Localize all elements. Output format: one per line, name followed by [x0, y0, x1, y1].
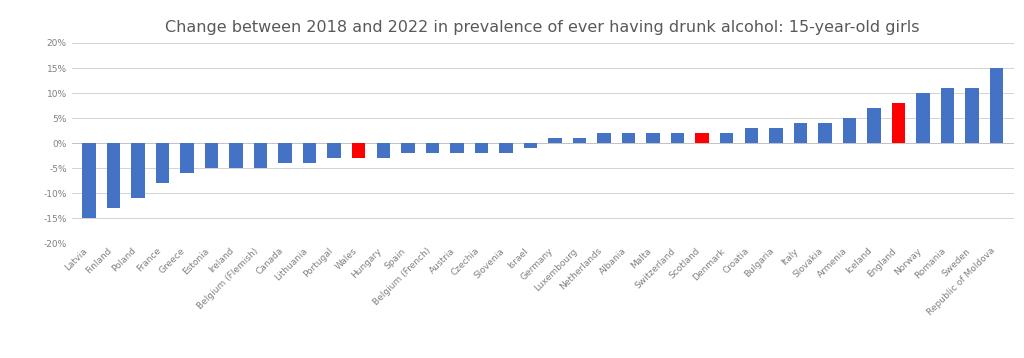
Bar — [548, 138, 562, 143]
Bar — [523, 143, 538, 148]
Bar — [279, 143, 292, 163]
Bar — [131, 143, 144, 198]
Bar — [843, 118, 856, 143]
Bar — [744, 128, 758, 143]
Bar — [401, 143, 415, 153]
Bar — [916, 93, 930, 143]
Bar — [622, 133, 635, 143]
Bar — [328, 143, 341, 158]
Bar — [377, 143, 390, 158]
Bar — [892, 103, 905, 143]
Bar — [769, 128, 782, 143]
Bar — [990, 68, 1004, 143]
Bar — [966, 88, 979, 143]
Bar — [572, 138, 587, 143]
Bar — [867, 108, 881, 143]
Bar — [451, 143, 464, 153]
Bar — [475, 143, 488, 153]
Bar — [180, 143, 194, 173]
Bar — [671, 133, 684, 143]
Bar — [82, 143, 95, 218]
Bar — [156, 143, 169, 183]
Bar — [229, 143, 243, 168]
Bar — [818, 123, 831, 143]
Bar — [352, 143, 366, 158]
Bar — [426, 143, 439, 153]
Bar — [597, 133, 610, 143]
Bar — [303, 143, 316, 163]
Bar — [794, 123, 807, 143]
Bar — [254, 143, 267, 168]
Bar — [695, 133, 709, 143]
Title: Change between 2018 and 2022 in prevalence of ever having drunk alcohol: 15-year: Change between 2018 and 2022 in prevalen… — [166, 20, 920, 35]
Bar — [106, 143, 120, 208]
Bar — [499, 143, 513, 153]
Bar — [646, 133, 659, 143]
Bar — [941, 88, 954, 143]
Bar — [205, 143, 218, 168]
Bar — [720, 133, 733, 143]
